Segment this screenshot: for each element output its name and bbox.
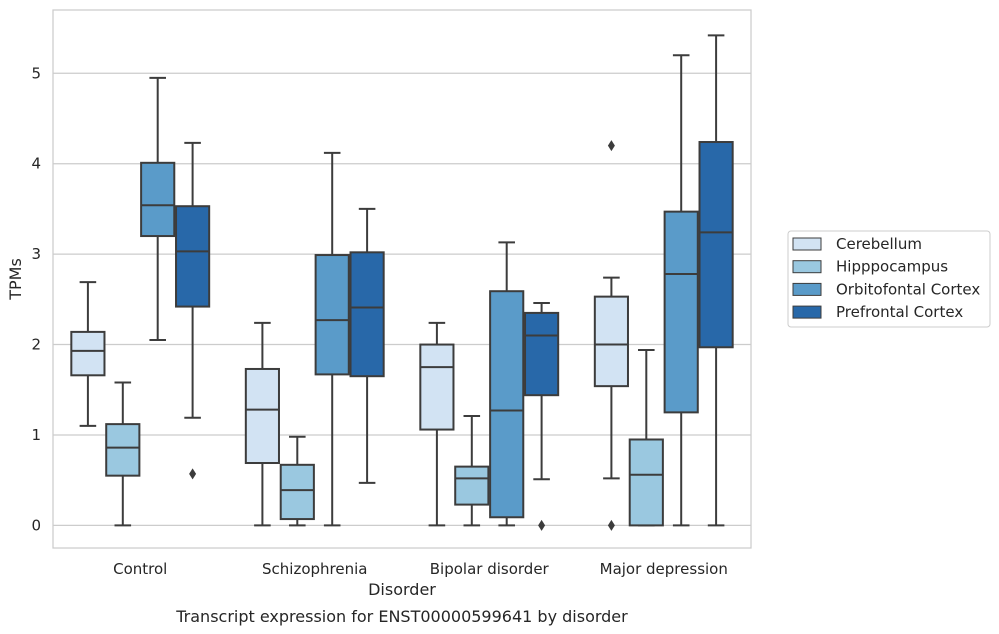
box [349, 251, 385, 378]
box [244, 367, 280, 465]
box-group [698, 34, 734, 527]
plot-frame [52, 9, 752, 549]
legend-frame [787, 230, 991, 328]
box [454, 465, 490, 506]
box [140, 161, 176, 238]
box-group [70, 281, 106, 427]
y-tick-label: 1 [31, 426, 41, 444]
outlier-point [189, 468, 197, 480]
box [419, 343, 455, 431]
x-tick-labels: Control Schizophrenia Bipolar disorder Majo… [113, 560, 728, 578]
box [314, 254, 350, 376]
box-group [454, 414, 490, 527]
legend-label: Hipppocampus [836, 258, 948, 276]
box [698, 141, 734, 349]
legend-swatch [792, 305, 822, 319]
box-group [524, 301, 560, 531]
box-groups [70, 34, 734, 531]
x-tick-label: Major depression [600, 560, 728, 578]
box-group [105, 381, 141, 527]
legend-swatch [792, 282, 822, 296]
legend-swatch [792, 237, 822, 251]
y-tick-label: 0 [31, 516, 41, 534]
box-group [244, 321, 280, 527]
box-group [628, 348, 664, 527]
box-group [593, 140, 629, 531]
legend-swatch [792, 260, 822, 274]
gridlines [53, 72, 751, 527]
outlier-point [607, 140, 615, 152]
box [663, 210, 699, 414]
box-group [279, 435, 315, 527]
box-group [349, 207, 385, 484]
box-group [419, 321, 455, 527]
outlier-point [607, 519, 615, 531]
box [70, 330, 106, 377]
y-tick-label: 4 [31, 155, 41, 173]
x-axis-title: Disorder [368, 580, 436, 599]
box [628, 438, 664, 527]
box [175, 205, 211, 308]
y-tick-label: 3 [31, 245, 41, 263]
box-group [140, 76, 176, 342]
chart-caption: Transcript expression for ENST0000059964… [175, 607, 628, 626]
box [524, 311, 560, 397]
box [105, 423, 141, 477]
box-group [314, 151, 350, 527]
box-group [489, 241, 525, 527]
box [593, 295, 629, 388]
legend-label: Orbitofontal Cortex [836, 280, 980, 298]
y-axis-title: TPMs [6, 258, 25, 301]
box [489, 290, 525, 519]
x-tick-label: Control [113, 560, 167, 578]
legend-label: Prefrontal Cortex [836, 303, 963, 321]
box-group [663, 54, 699, 527]
outlier-point [538, 519, 546, 531]
y-tick-label: 5 [31, 64, 41, 82]
box-group [175, 141, 211, 480]
box [279, 463, 315, 521]
y-tick-label: 2 [31, 336, 41, 354]
x-tick-label: Bipolar disorder [430, 560, 550, 578]
y-tick-labels: 0 1 2 3 4 5 [31, 64, 41, 534]
legend-label: Cerebellum [836, 235, 922, 253]
x-tick-label: Schizophrenia [262, 560, 367, 578]
legend: Cerebellum Hipppocampus Orbitofontal Corte… [787, 230, 991, 328]
